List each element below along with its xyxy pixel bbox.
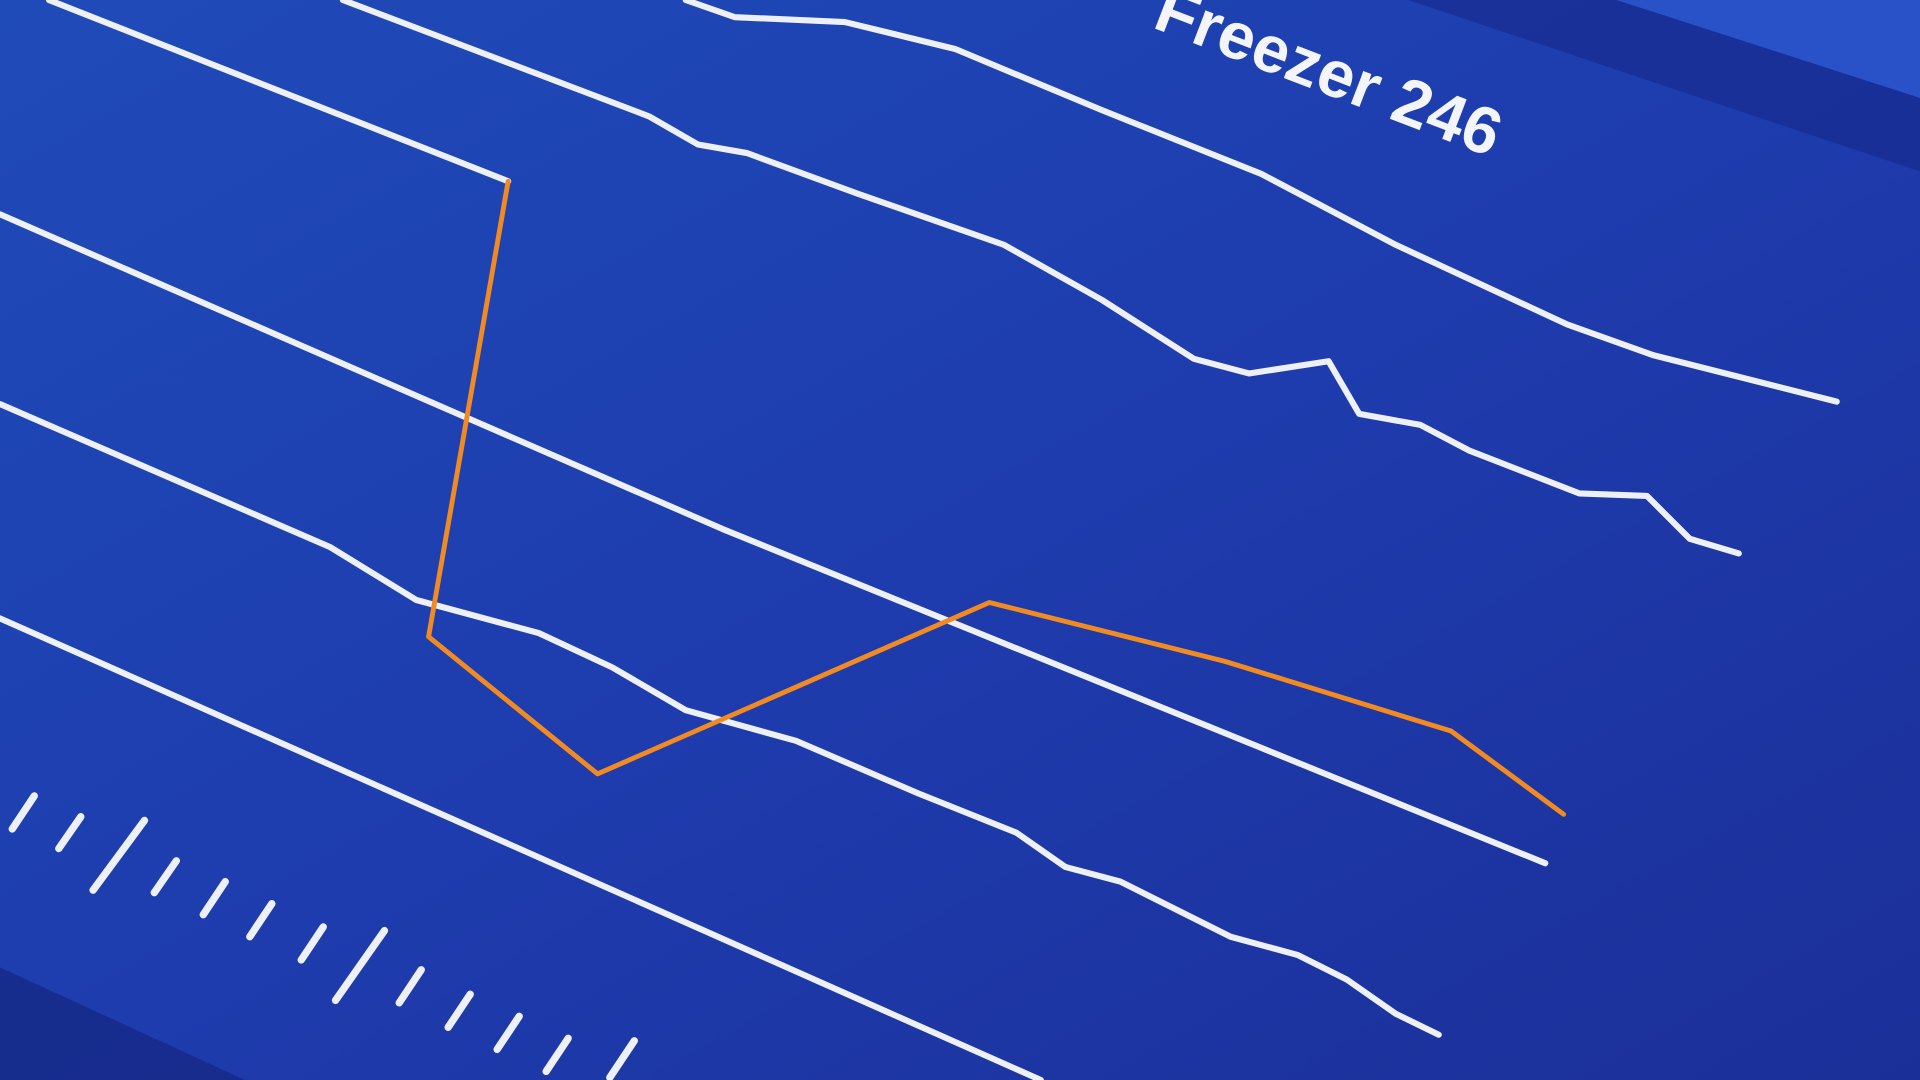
tick: [89, 816, 149, 894]
tick: [542, 1034, 572, 1076]
line: [339, 0, 1742, 557]
line: [0, 401, 1442, 1038]
tick: [297, 923, 327, 964]
tick: [606, 1037, 638, 1080]
tick: [246, 900, 276, 941]
tick: [331, 926, 389, 1005]
tick: [199, 877, 229, 919]
line: [0, 615, 1044, 1080]
line: [45, 0, 512, 185]
tick: [395, 966, 425, 1007]
tick: [8, 792, 38, 833]
tick: [55, 813, 85, 853]
ticks: [8, 792, 638, 1080]
tick: [493, 1012, 523, 1054]
tick: [444, 990, 474, 1032]
line: [682, 0, 1840, 405]
tick: [150, 857, 180, 897]
line: [0, 211, 1549, 867]
highlight-line: [426, 178, 1567, 817]
